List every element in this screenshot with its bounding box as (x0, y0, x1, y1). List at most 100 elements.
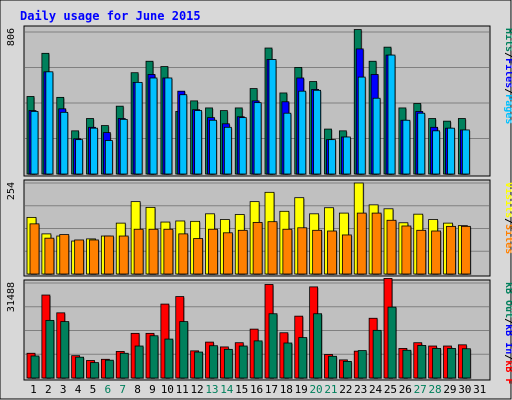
x-axis: 1 2 3 4 5 6 7 8 9 10 11 12 13 14 15 16 17 18 19 20 21 22 23 24 2… (30, 383, 486, 396)
bar-sites-day-30 (460, 225, 471, 275)
y-legend-part: Hits (503, 28, 512, 52)
bar-sites-day-22 (341, 234, 352, 275)
bar-pages-day-4 (75, 139, 84, 175)
y-axis-legend: Visits/Sites (503, 182, 512, 254)
y-legend-part: / (503, 218, 512, 224)
x-tick-label: 7 (119, 383, 126, 396)
x-tick-label: 14 (220, 383, 234, 396)
bar-kb-out-day-25 (387, 306, 397, 379)
bar-kb-out-day-11 (179, 321, 189, 379)
bar-kb-out-day-3 (60, 321, 70, 379)
bar-sites-day-4 (74, 239, 85, 275)
y-axis-legend: Hits/Files/Pages (503, 28, 512, 124)
bar-sites-day-18 (282, 228, 293, 275)
x-tick-label: 31 (473, 383, 486, 396)
bar-sites-day-28 (431, 230, 442, 275)
y-legend-part: kB Out (503, 282, 512, 318)
bar-sites-day-16 (252, 222, 263, 275)
y-axis-legend: kB Out/kB In/kB F (503, 282, 512, 384)
bar-pages-day-5 (90, 127, 98, 175)
bar-pages-day-24 (372, 97, 381, 175)
bar-kb-out-day-22 (342, 361, 352, 379)
y-legend-part: Sites (503, 224, 512, 254)
bar-sites-day-3 (59, 234, 70, 275)
x-tick-label: 15 (235, 383, 248, 396)
bar-kb-out-day-24 (372, 329, 382, 379)
bar-sites-day-29 (446, 225, 456, 275)
x-tick-label: 28 (428, 383, 441, 396)
bar-kb-out-day-28 (432, 348, 442, 379)
x-tick-label: 16 (250, 383, 263, 396)
x-tick-label: 12 (190, 383, 203, 396)
y-legend-part: Visits (503, 182, 512, 218)
bar-pages-day-18 (283, 112, 292, 175)
bar-kb-out-day-21 (328, 355, 337, 379)
bar-sites-day-8 (133, 228, 144, 275)
x-tick-label: 10 (161, 383, 174, 396)
bar-kb-out-day-19 (298, 337, 308, 379)
y-legend-part: / (503, 318, 512, 324)
x-tick-label: 25 (384, 383, 397, 396)
bar-sites-day-13 (208, 228, 218, 275)
bar-kb-out-day-20 (313, 313, 323, 379)
bar-pages-day-3 (60, 111, 69, 175)
bar-pages-day-12 (194, 110, 203, 175)
bar-kb-out-day-12 (194, 351, 204, 379)
x-tick-label: 20 (309, 383, 322, 396)
x-tick-label: 6 (105, 383, 112, 396)
bar-pages-day-30 (461, 129, 470, 175)
bar-kb-out-day-29 (447, 348, 456, 379)
bar-pages-day-13 (209, 119, 217, 175)
bar-pages-day-28 (432, 130, 441, 175)
bar-pages-day-29 (447, 127, 455, 175)
chart-panels: 806Hits/Files/Pages254Visits/Sites31488k… (6, 25, 512, 384)
bar-sites-day-23 (356, 212, 367, 275)
bar-kb-out-day-8 (134, 345, 144, 379)
bar-kb-out-day-1 (30, 355, 40, 379)
x-tick-label: 17 (265, 383, 278, 396)
bar-pages-day-21 (328, 139, 336, 175)
bar-kb-out-day-7 (119, 352, 129, 379)
bar-sites-day-17 (267, 221, 278, 275)
bars (26, 182, 472, 275)
bar-pages-day-25 (387, 54, 396, 175)
bar-sites-day-24 (371, 212, 382, 275)
bar-pages-day-15 (238, 117, 247, 175)
x-tick-label: 30 (458, 383, 471, 396)
bar-kb-out-day-27 (417, 345, 427, 379)
bar-sites-day-14 (222, 232, 233, 275)
y-legend-part: / (503, 354, 512, 360)
bar-pages-day-1 (30, 111, 39, 175)
bar-pages-day-6 (104, 140, 113, 175)
bar-sites-day-2 (44, 237, 55, 275)
bar-pages-day-19 (298, 90, 307, 175)
bar-kb-out-day-18 (283, 342, 293, 379)
x-tick-label: 23 (354, 383, 367, 396)
bar-sites-day-20 (312, 229, 323, 275)
y-max-label: 254 (6, 182, 17, 200)
x-tick-label: 1 (30, 383, 37, 396)
bar-sites-day-25 (386, 219, 397, 275)
bar-sites-day-1 (29, 223, 40, 275)
chart-title: Daily usage for June 2015 (20, 9, 201, 23)
bar-sites-day-7 (118, 235, 129, 275)
y-legend-part: Pages (503, 94, 512, 124)
bar-sites-day-27 (416, 229, 427, 275)
bar-kb-out-day-23 (357, 350, 367, 379)
bar-pages-day-16 (253, 102, 262, 175)
bar-kb-out-day-4 (75, 356, 85, 379)
y-legend-part: kB F (503, 360, 512, 384)
bar-kb-out-day-16 (253, 340, 263, 379)
bar-sites-day-19 (297, 227, 308, 275)
bar-pages-day-7 (119, 118, 128, 175)
x-tick-label: 24 (369, 383, 383, 396)
bar-pages-day-23 (357, 76, 366, 175)
bar-kb-out-day-26 (402, 349, 412, 379)
bar-pages-day-11 (179, 94, 188, 175)
bar-kb-out-day-9 (149, 335, 159, 379)
bar-kb-out-day-5 (90, 362, 99, 379)
y-legend-part: / (503, 88, 512, 94)
x-tick-label: 2 (45, 383, 52, 396)
bar-pages-day-9 (149, 77, 158, 175)
